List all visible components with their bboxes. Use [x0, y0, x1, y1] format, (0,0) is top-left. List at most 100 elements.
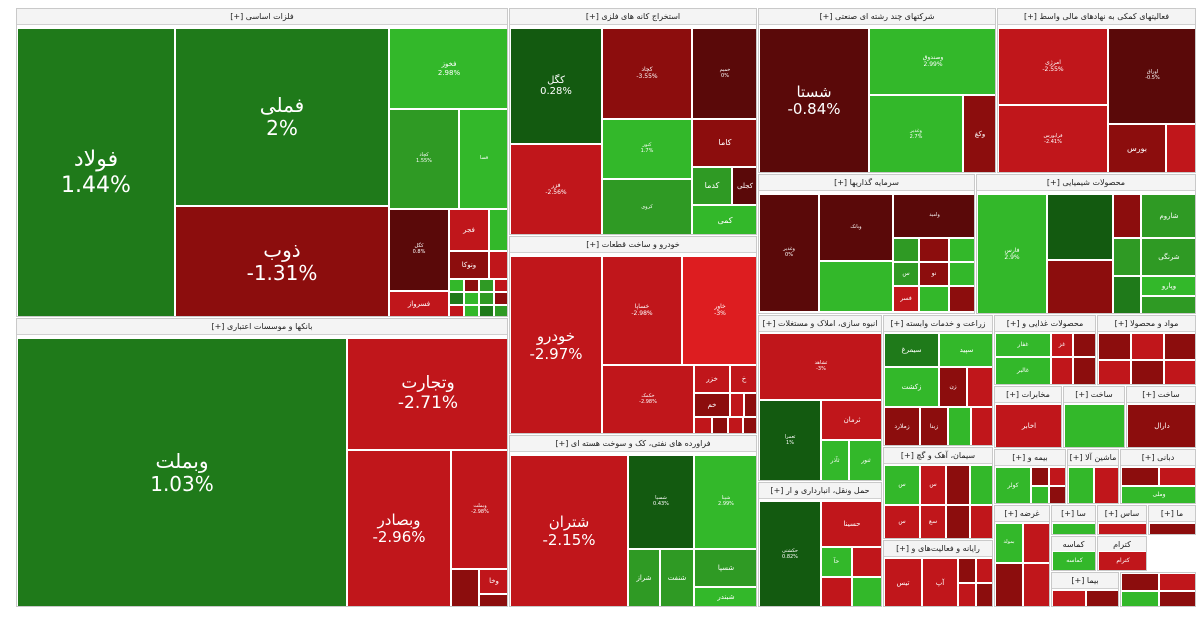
stock-tile[interactable] — [970, 465, 992, 505]
stock-tile[interactable]: کجلی — [732, 167, 756, 205]
stock-tile[interactable]: خزر — [694, 365, 730, 393]
stock-tile[interactable] — [464, 305, 479, 316]
stock-tile[interactable] — [1052, 590, 1086, 606]
stock-tile[interactable]: ثعمرا 1% — [759, 400, 821, 480]
stock-tile[interactable]: حسینا — [821, 501, 881, 547]
stock-tile[interactable]: وامید — [893, 194, 974, 238]
stock-tile[interactable]: زکشت — [884, 367, 939, 407]
sector-header[interactable]: سا [+] — [1052, 506, 1095, 522]
sector-header[interactable]: مخابرات [+] — [995, 387, 1061, 403]
stock-tile[interactable]: وکغ — [963, 95, 995, 172]
stock-tile[interactable] — [1051, 357, 1073, 384]
stock-tile[interactable] — [494, 305, 507, 316]
stock-tile[interactable]: شاروم — [1141, 194, 1195, 238]
sector-header[interactable]: مواد و محصولا [+] — [1098, 316, 1195, 332]
stock-tile[interactable]: شنفت — [660, 549, 694, 606]
stock-tile[interactable]: فسا — [459, 109, 507, 209]
stock-tile[interactable] — [948, 407, 971, 445]
stock-tile[interactable] — [1047, 260, 1113, 313]
stock-tile[interactable] — [1031, 467, 1049, 486]
stock-tile[interactable] — [970, 505, 992, 538]
stock-tile[interactable]: غفار — [995, 333, 1051, 357]
stock-tile[interactable] — [1131, 333, 1164, 360]
sector-header[interactable]: بیما [+] — [1052, 573, 1118, 589]
stock-tile[interactable]: کولر — [995, 467, 1031, 503]
stock-tile[interactable]: غز — [1051, 333, 1073, 357]
sector-header[interactable]: استخراج کانه های فلزی [+] — [510, 9, 756, 25]
sector-header[interactable]: دبانی [+] — [1121, 450, 1195, 466]
stock-tile[interactable] — [1131, 360, 1164, 384]
stock-tile[interactable] — [489, 251, 507, 279]
stock-tile[interactable] — [852, 577, 881, 606]
stock-tile[interactable]: خودرو -2.97% — [510, 256, 602, 433]
stock-tile[interactable] — [1141, 296, 1195, 313]
stock-tile[interactable]: شرنگی — [1141, 238, 1195, 276]
sector-header[interactable]: بیمه و [+] — [995, 450, 1065, 466]
stock-tile[interactable] — [1164, 333, 1195, 360]
stock-tile[interactable] — [949, 262, 974, 286]
stock-tile[interactable]: کچاد -3.55% — [602, 28, 692, 119]
stock-tile[interactable] — [449, 305, 464, 316]
stock-tile[interactable] — [1049, 486, 1065, 503]
sector-header[interactable]: غرضه [+] — [995, 506, 1049, 522]
stock-tile[interactable] — [1023, 563, 1049, 606]
stock-tile[interactable]: وملی — [1121, 486, 1195, 503]
stock-tile[interactable]: زبنا — [920, 407, 948, 445]
stock-tile[interactable] — [449, 279, 464, 292]
stock-tile[interactable] — [1052, 523, 1095, 534]
stock-tile[interactable] — [1113, 276, 1141, 313]
stock-tile[interactable] — [1166, 124, 1195, 172]
stock-tile[interactable] — [946, 505, 970, 538]
stock-tile[interactable] — [958, 583, 976, 606]
stock-tile[interactable]: شتران -2.15% — [510, 455, 628, 606]
stock-tile[interactable]: وبصادر -2.96% — [347, 450, 451, 606]
stock-tile[interactable]: فولاد 1.44% — [17, 28, 175, 316]
stock-tile[interactable]: آپ — [922, 558, 958, 606]
stock-tile[interactable]: وصندوق 2.99% — [869, 28, 995, 95]
stock-tile[interactable]: کماسه — [1052, 551, 1095, 570]
sector-header[interactable]: رایانه و فعالیت‌های و [+] — [884, 541, 992, 557]
stock-tile[interactable]: خمیم 0% — [692, 28, 756, 119]
stock-tile[interactable]: اخابر — [995, 404, 1061, 447]
stock-tile[interactable]: فسر — [893, 286, 919, 312]
stock-tile[interactable]: کچاد 1.55% — [389, 109, 459, 209]
stock-tile[interactable] — [1159, 467, 1195, 486]
sector-header[interactable]: بانکها و موسسات اعتباری [+] — [17, 319, 507, 335]
stock-tile[interactable] — [1098, 333, 1131, 360]
stock-tile[interactable]: وبانک — [819, 194, 893, 261]
sector-header[interactable]: ماشین آلا [+] — [1068, 450, 1118, 466]
stock-tile[interactable]: سع — [920, 505, 946, 538]
stock-tile[interactable]: حآ — [821, 547, 852, 577]
stock-tile[interactable] — [1121, 467, 1159, 486]
stock-tile[interactable]: وخا — [479, 569, 507, 594]
stock-tile[interactable] — [1073, 333, 1095, 357]
stock-tile[interactable]: شبندر — [694, 587, 756, 606]
stock-tile[interactable]: ثشاهد -3% — [759, 333, 881, 400]
stock-tile[interactable]: سپید — [939, 333, 992, 367]
stock-tile[interactable] — [1164, 360, 1195, 384]
stock-tile[interactable]: شستا -0.84% — [759, 28, 869, 172]
stock-tile[interactable] — [494, 292, 507, 305]
stock-tile[interactable] — [971, 407, 992, 445]
stock-tile[interactable]: خ — [730, 365, 756, 393]
stock-tile[interactable]: کترام — [1098, 551, 1146, 570]
stock-tile[interactable]: نو — [919, 262, 949, 286]
stock-tile[interactable]: ثآذر — [821, 440, 849, 480]
stock-tile[interactable] — [946, 465, 970, 505]
stock-tile[interactable]: خاور -3% — [682, 256, 756, 365]
stock-tile[interactable]: تیس — [884, 558, 922, 606]
stock-tile[interactable] — [494, 279, 507, 292]
sector-header[interactable]: خودرو و ساخت قطعات [+] — [510, 237, 756, 253]
stock-tile[interactable]: شپنا 2.99% — [694, 455, 756, 549]
stock-tile[interactable] — [821, 577, 852, 606]
stock-tile[interactable]: وبملت 1.03% — [17, 338, 347, 606]
sector-header[interactable]: فراورده های نفتی، کک و سوخت هسته ای [+] — [510, 436, 756, 452]
stock-tile[interactable] — [479, 279, 494, 292]
stock-tile[interactable]: خم — [694, 393, 730, 417]
stock-tile[interactable]: بورس — [1108, 124, 1166, 172]
stock-tile[interactable] — [1068, 467, 1094, 503]
sector-header[interactable]: ما [+] — [1149, 506, 1195, 522]
sector-header[interactable]: زراعت و خدمات وابسته [+] — [884, 316, 992, 332]
stock-tile[interactable]: وپارو — [1141, 276, 1195, 296]
stock-tile[interactable]: سیمرغ — [884, 333, 939, 367]
